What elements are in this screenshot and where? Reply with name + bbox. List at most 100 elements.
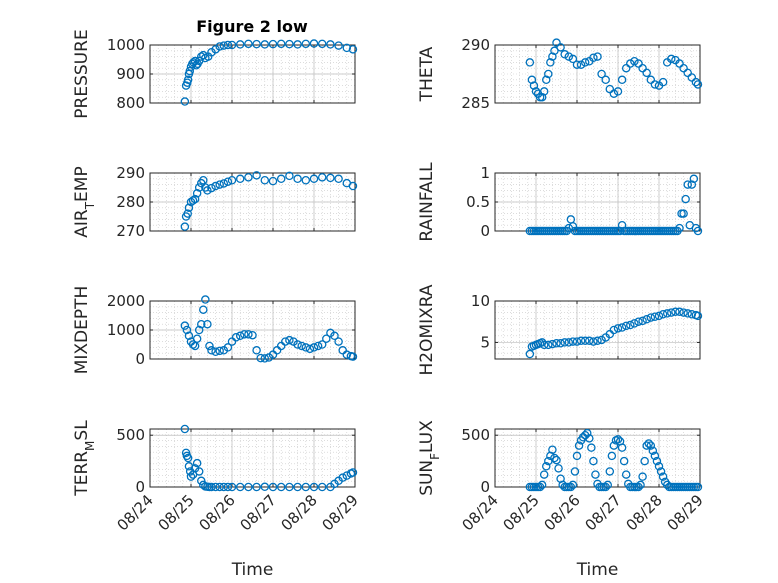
data-point xyxy=(305,344,315,354)
x-tick-label: 08/27 xyxy=(237,491,280,534)
data-point xyxy=(281,337,290,346)
data-point xyxy=(184,331,194,341)
data-point xyxy=(219,482,229,492)
data-point xyxy=(215,346,224,356)
x-tick-label: 08/28 xyxy=(623,491,666,534)
x-axis-label: Time xyxy=(231,560,274,580)
data-point xyxy=(227,482,237,492)
data-point xyxy=(560,50,569,59)
y-tick-label: 0 xyxy=(480,222,490,240)
data-point xyxy=(317,173,327,182)
data-point xyxy=(301,39,311,49)
data-point xyxy=(658,310,668,319)
x-tick-label: 08/25 xyxy=(500,491,543,534)
data-point xyxy=(621,470,631,479)
y-tick-label: 2000 xyxy=(107,292,145,310)
data-point xyxy=(285,335,294,345)
data-point xyxy=(348,45,358,54)
data-point xyxy=(180,222,190,231)
data-point xyxy=(240,330,249,339)
data-point xyxy=(568,337,578,346)
data-point xyxy=(654,462,664,471)
data-point xyxy=(235,174,245,184)
data-point xyxy=(609,325,619,335)
data-point xyxy=(334,174,343,184)
data-point xyxy=(199,305,208,314)
data-point xyxy=(190,194,200,204)
x-tick-label: 08/24 xyxy=(114,491,157,534)
data-point xyxy=(192,189,202,198)
data-point xyxy=(183,75,193,85)
data-point xyxy=(272,346,282,355)
y-axis-label: PRESSURE xyxy=(72,29,92,118)
data-point xyxy=(675,223,684,233)
data-point xyxy=(293,482,302,492)
data-point xyxy=(634,317,643,326)
data-point xyxy=(539,340,549,350)
data-point xyxy=(566,482,576,492)
data-point xyxy=(188,340,198,349)
data-point xyxy=(658,77,668,87)
data-point xyxy=(525,349,535,359)
data-point xyxy=(687,310,697,319)
axes-box-h2omixra xyxy=(494,300,701,360)
data-point xyxy=(580,336,590,346)
y-tick-label: 290 xyxy=(461,36,490,54)
data-point xyxy=(654,311,664,321)
data-point xyxy=(260,40,270,49)
y-axis-label: SUNFLUX xyxy=(417,420,442,496)
data-point xyxy=(691,77,701,87)
data-point xyxy=(683,309,692,318)
data-point xyxy=(556,339,565,348)
axes-box-theta xyxy=(494,44,701,104)
data-point xyxy=(207,183,216,193)
data-point xyxy=(207,346,216,355)
data-point xyxy=(548,339,557,349)
data-point xyxy=(550,453,559,463)
data-point xyxy=(227,175,237,185)
data-point xyxy=(260,482,270,492)
data-point xyxy=(542,75,551,85)
data-point xyxy=(564,52,574,61)
data-point xyxy=(276,39,286,49)
data-point xyxy=(589,456,598,466)
data-point xyxy=(256,353,265,363)
x-axis-label: Time xyxy=(576,560,619,580)
data-point xyxy=(309,174,319,184)
data-point xyxy=(560,338,569,347)
data-point xyxy=(667,54,676,64)
data-point xyxy=(297,341,306,351)
data-point xyxy=(640,456,649,466)
data-point xyxy=(693,80,703,89)
y-tick-label: 285 xyxy=(461,94,490,112)
y-tick-label: 10 xyxy=(471,292,490,310)
data-point xyxy=(301,343,311,352)
data-point xyxy=(630,56,639,66)
data-point xyxy=(205,341,214,351)
data-point xyxy=(650,312,660,321)
data-point xyxy=(330,331,339,341)
grid-pressure xyxy=(149,44,356,104)
data-point xyxy=(634,482,643,492)
panel-theta: 285 290 THETA xyxy=(417,36,703,112)
x-tick-label: 08/26 xyxy=(541,491,584,534)
data-point xyxy=(293,340,302,349)
data-point xyxy=(617,220,627,230)
data-point xyxy=(317,39,327,49)
data-point xyxy=(554,464,563,473)
data-point xyxy=(544,340,553,350)
data-point xyxy=(326,173,335,183)
data-point xyxy=(348,352,358,361)
data-point xyxy=(183,453,193,463)
data-point xyxy=(542,462,551,471)
data-point xyxy=(252,346,261,355)
data-point xyxy=(219,41,229,50)
data-point xyxy=(656,467,666,476)
data-point xyxy=(203,186,212,195)
data-point xyxy=(609,89,619,98)
data-point xyxy=(544,69,553,79)
data-point xyxy=(601,482,610,492)
data-point xyxy=(293,174,302,184)
